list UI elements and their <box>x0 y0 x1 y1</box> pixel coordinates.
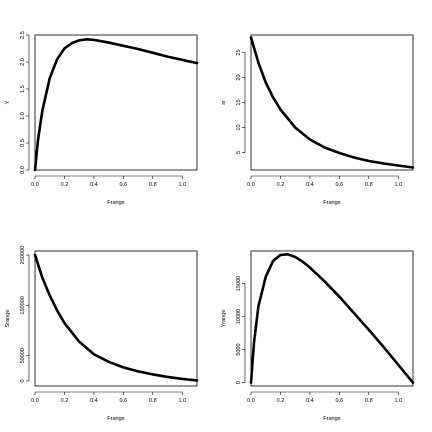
y-axis-title: Yrange <box>221 310 227 328</box>
x-tick-label: 0.2 <box>277 398 285 404</box>
plot-frame <box>34 34 198 171</box>
x-tick-label: 0.6 <box>336 182 344 188</box>
plot-frame <box>250 250 414 387</box>
x-tick-label: 0.0 <box>247 182 255 188</box>
x-tick-label: 1.0 <box>394 398 402 404</box>
y-tick-label: 10000 <box>236 309 242 324</box>
x-tick-label: 0.6 <box>336 398 344 404</box>
x-tick-label: 1.0 <box>178 182 186 188</box>
x-tick-label: 0.2 <box>61 398 69 404</box>
y-tick-label: 150000 <box>20 296 26 314</box>
x-tick-label: 0.2 <box>277 182 285 188</box>
x-tick-label: 0.0 <box>247 398 255 404</box>
chart-panel-bottom-right: 0.0 0.2 0.4 0.6 0.8 1.0 0 5000 10000 15000 Frange Y… <box>221 250 415 422</box>
series-line-bottom-left <box>33 253 199 382</box>
x-tick-label: 0.0 <box>31 398 39 404</box>
plot-frame <box>34 250 198 387</box>
y-tick-label: 2.0 <box>20 58 26 66</box>
y-tick-label: 1.5 <box>20 85 26 93</box>
x-tick-label: 0.8 <box>365 182 373 188</box>
x-axis-title: Frange <box>323 200 340 206</box>
y-tick-label: 25 <box>236 49 242 55</box>
x-tick-label: 0.4 <box>90 398 98 404</box>
y-tick-label: 5 <box>236 151 242 154</box>
chart-panel-top-left: 0.0 0.2 0.4 0.6 0.8 1.0 0.0 0.5 1.0 1.5 2.0 2.5 Fran… <box>5 31 199 206</box>
y-axis-title: Y <box>5 100 11 104</box>
y-tick-label: 15 <box>236 99 242 105</box>
y-axis-title: Srange <box>5 310 11 328</box>
chart-panel-top-right: 0.0 0.2 0.4 0.6 0.8 1.0 5 10 15 20 25 Frange sr <box>221 34 415 206</box>
x-tick-label: 0.8 <box>365 398 373 404</box>
y-tick-label: 0.5 <box>20 139 26 147</box>
x-tick-label: 0.6 <box>120 398 128 404</box>
x-tick-label: 0.0 <box>31 182 39 188</box>
y-tick-label: 0 <box>20 379 26 382</box>
y-axis-title: sr <box>221 100 227 105</box>
x-axis-title: Frange <box>323 416 340 422</box>
chart-panel-bottom-left: 0.0 0.2 0.4 0.6 0.8 1.0 0 50000 150000 250000 Fran… <box>5 246 199 422</box>
y-tick-label: 10 <box>236 124 242 130</box>
x-tick-label: 1.0 <box>394 182 402 188</box>
y-tick-label: 2.5 <box>20 31 26 39</box>
y-tick-label: 20 <box>236 74 242 80</box>
x-tick-label: 0.2 <box>61 182 69 188</box>
x-tick-label: 1.0 <box>178 398 186 404</box>
plot-frame <box>250 34 414 171</box>
y-tick-label: 0.0 <box>20 166 26 174</box>
y-tick-label: 50000 <box>20 348 26 363</box>
x-axis-title: Frange <box>107 416 124 422</box>
y-tick-label: 5000 <box>236 343 242 355</box>
x-tick-label: 0.8 <box>149 398 157 404</box>
x-tick-label: 0.8 <box>149 182 157 188</box>
x-axis-title: Frange <box>107 200 124 206</box>
x-tick-label: 0.4 <box>306 398 314 404</box>
series-line-top-left <box>33 38 199 172</box>
y-tick-label: 15000 <box>236 276 242 291</box>
x-tick-label: 0.4 <box>90 182 98 188</box>
series-line-bottom-right <box>249 253 415 384</box>
y-tick-label: 1.0 <box>20 112 26 120</box>
y-tick-label: 0 <box>236 381 242 384</box>
y-tick-label: 250000 <box>20 246 26 264</box>
x-tick-label: 0.6 <box>120 182 128 188</box>
x-tick-label: 0.4 <box>306 182 314 188</box>
series-line-top-right <box>249 36 415 169</box>
